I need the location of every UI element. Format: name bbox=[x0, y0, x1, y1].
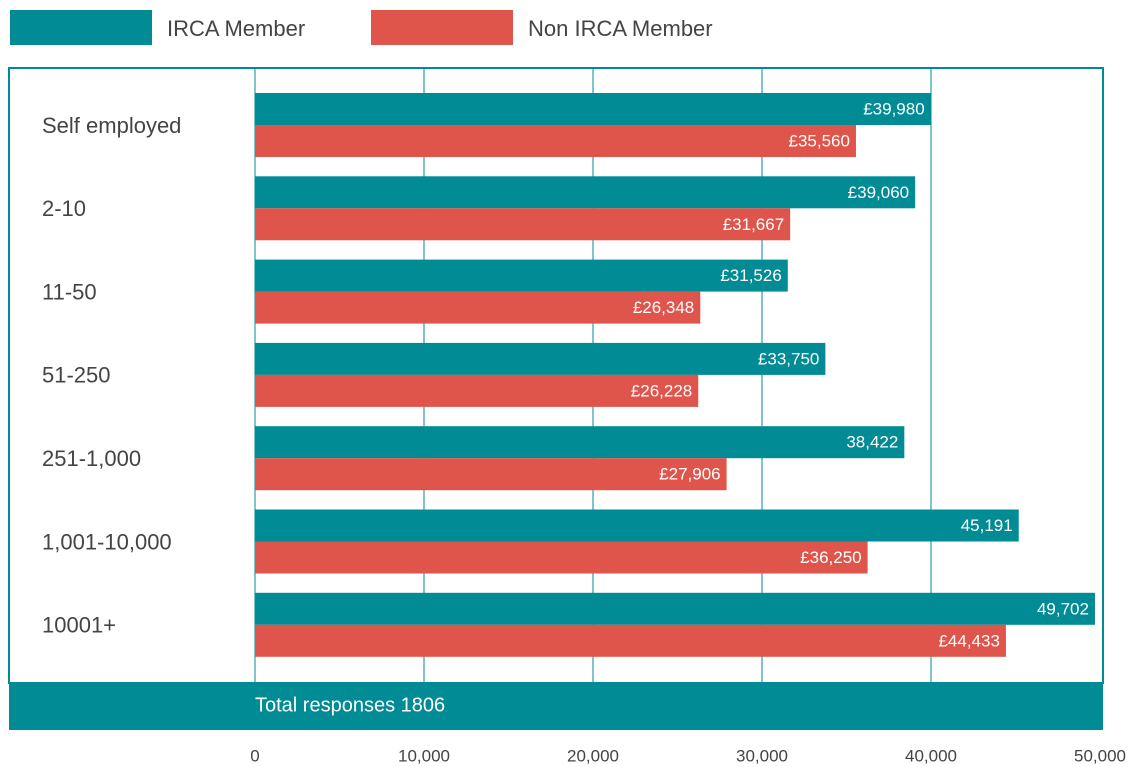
legend-label: IRCA Member bbox=[167, 16, 305, 41]
y-tick-label: Self employed bbox=[42, 113, 181, 138]
value-label: 38,422 bbox=[846, 433, 898, 452]
bar bbox=[255, 541, 868, 574]
x-tick-label: 10,000 bbox=[398, 746, 450, 765]
legend-swatch bbox=[10, 10, 152, 45]
value-label: £26,348 bbox=[633, 298, 694, 317]
value-label: £33,750 bbox=[758, 349, 819, 368]
bar bbox=[255, 374, 699, 407]
value-label: £36,250 bbox=[800, 548, 861, 567]
value-label: £39,980 bbox=[863, 99, 924, 118]
y-tick-label: 1,001-10,000 bbox=[42, 529, 172, 554]
y-tick-label: 51-250 bbox=[42, 363, 111, 388]
bar bbox=[255, 291, 701, 324]
value-label: £31,526 bbox=[720, 266, 781, 285]
bar bbox=[255, 458, 727, 491]
bar bbox=[255, 592, 1095, 625]
value-label: £44,433 bbox=[938, 631, 999, 650]
value-label: £27,906 bbox=[659, 465, 720, 484]
x-tick-label: 50,000 bbox=[1074, 746, 1126, 765]
bar bbox=[255, 624, 1006, 657]
legend-label: Non IRCA Member bbox=[528, 16, 713, 41]
bar bbox=[255, 426, 905, 459]
bar bbox=[255, 125, 856, 157]
x-tick-label: 30,000 bbox=[736, 746, 788, 765]
bar bbox=[255, 208, 791, 241]
x-tick-label: 0 bbox=[250, 746, 259, 765]
value-label: £26,228 bbox=[631, 381, 692, 400]
x-tick-label: 20,000 bbox=[567, 746, 619, 765]
value-label: 49,702 bbox=[1037, 599, 1089, 618]
value-label: £39,060 bbox=[848, 183, 909, 202]
x-tick-label: 40,000 bbox=[905, 746, 957, 765]
footer-band bbox=[9, 683, 1103, 730]
y-tick-label: 2-10 bbox=[42, 196, 86, 221]
bar bbox=[255, 509, 1019, 542]
bar bbox=[255, 176, 916, 209]
bar bbox=[255, 259, 788, 292]
footer-text: Total responses 1806 bbox=[255, 694, 445, 716]
y-tick-label: 10001+ bbox=[42, 613, 116, 638]
bar bbox=[255, 342, 826, 375]
value-label: £35,560 bbox=[789, 131, 850, 150]
value-label: £31,667 bbox=[723, 215, 784, 234]
y-tick-label: 251-1,000 bbox=[42, 446, 141, 471]
value-label: 45,191 bbox=[961, 516, 1013, 535]
legend-swatch bbox=[371, 10, 513, 45]
bar bbox=[255, 93, 931, 125]
y-tick-label: 11-50 bbox=[42, 279, 97, 304]
